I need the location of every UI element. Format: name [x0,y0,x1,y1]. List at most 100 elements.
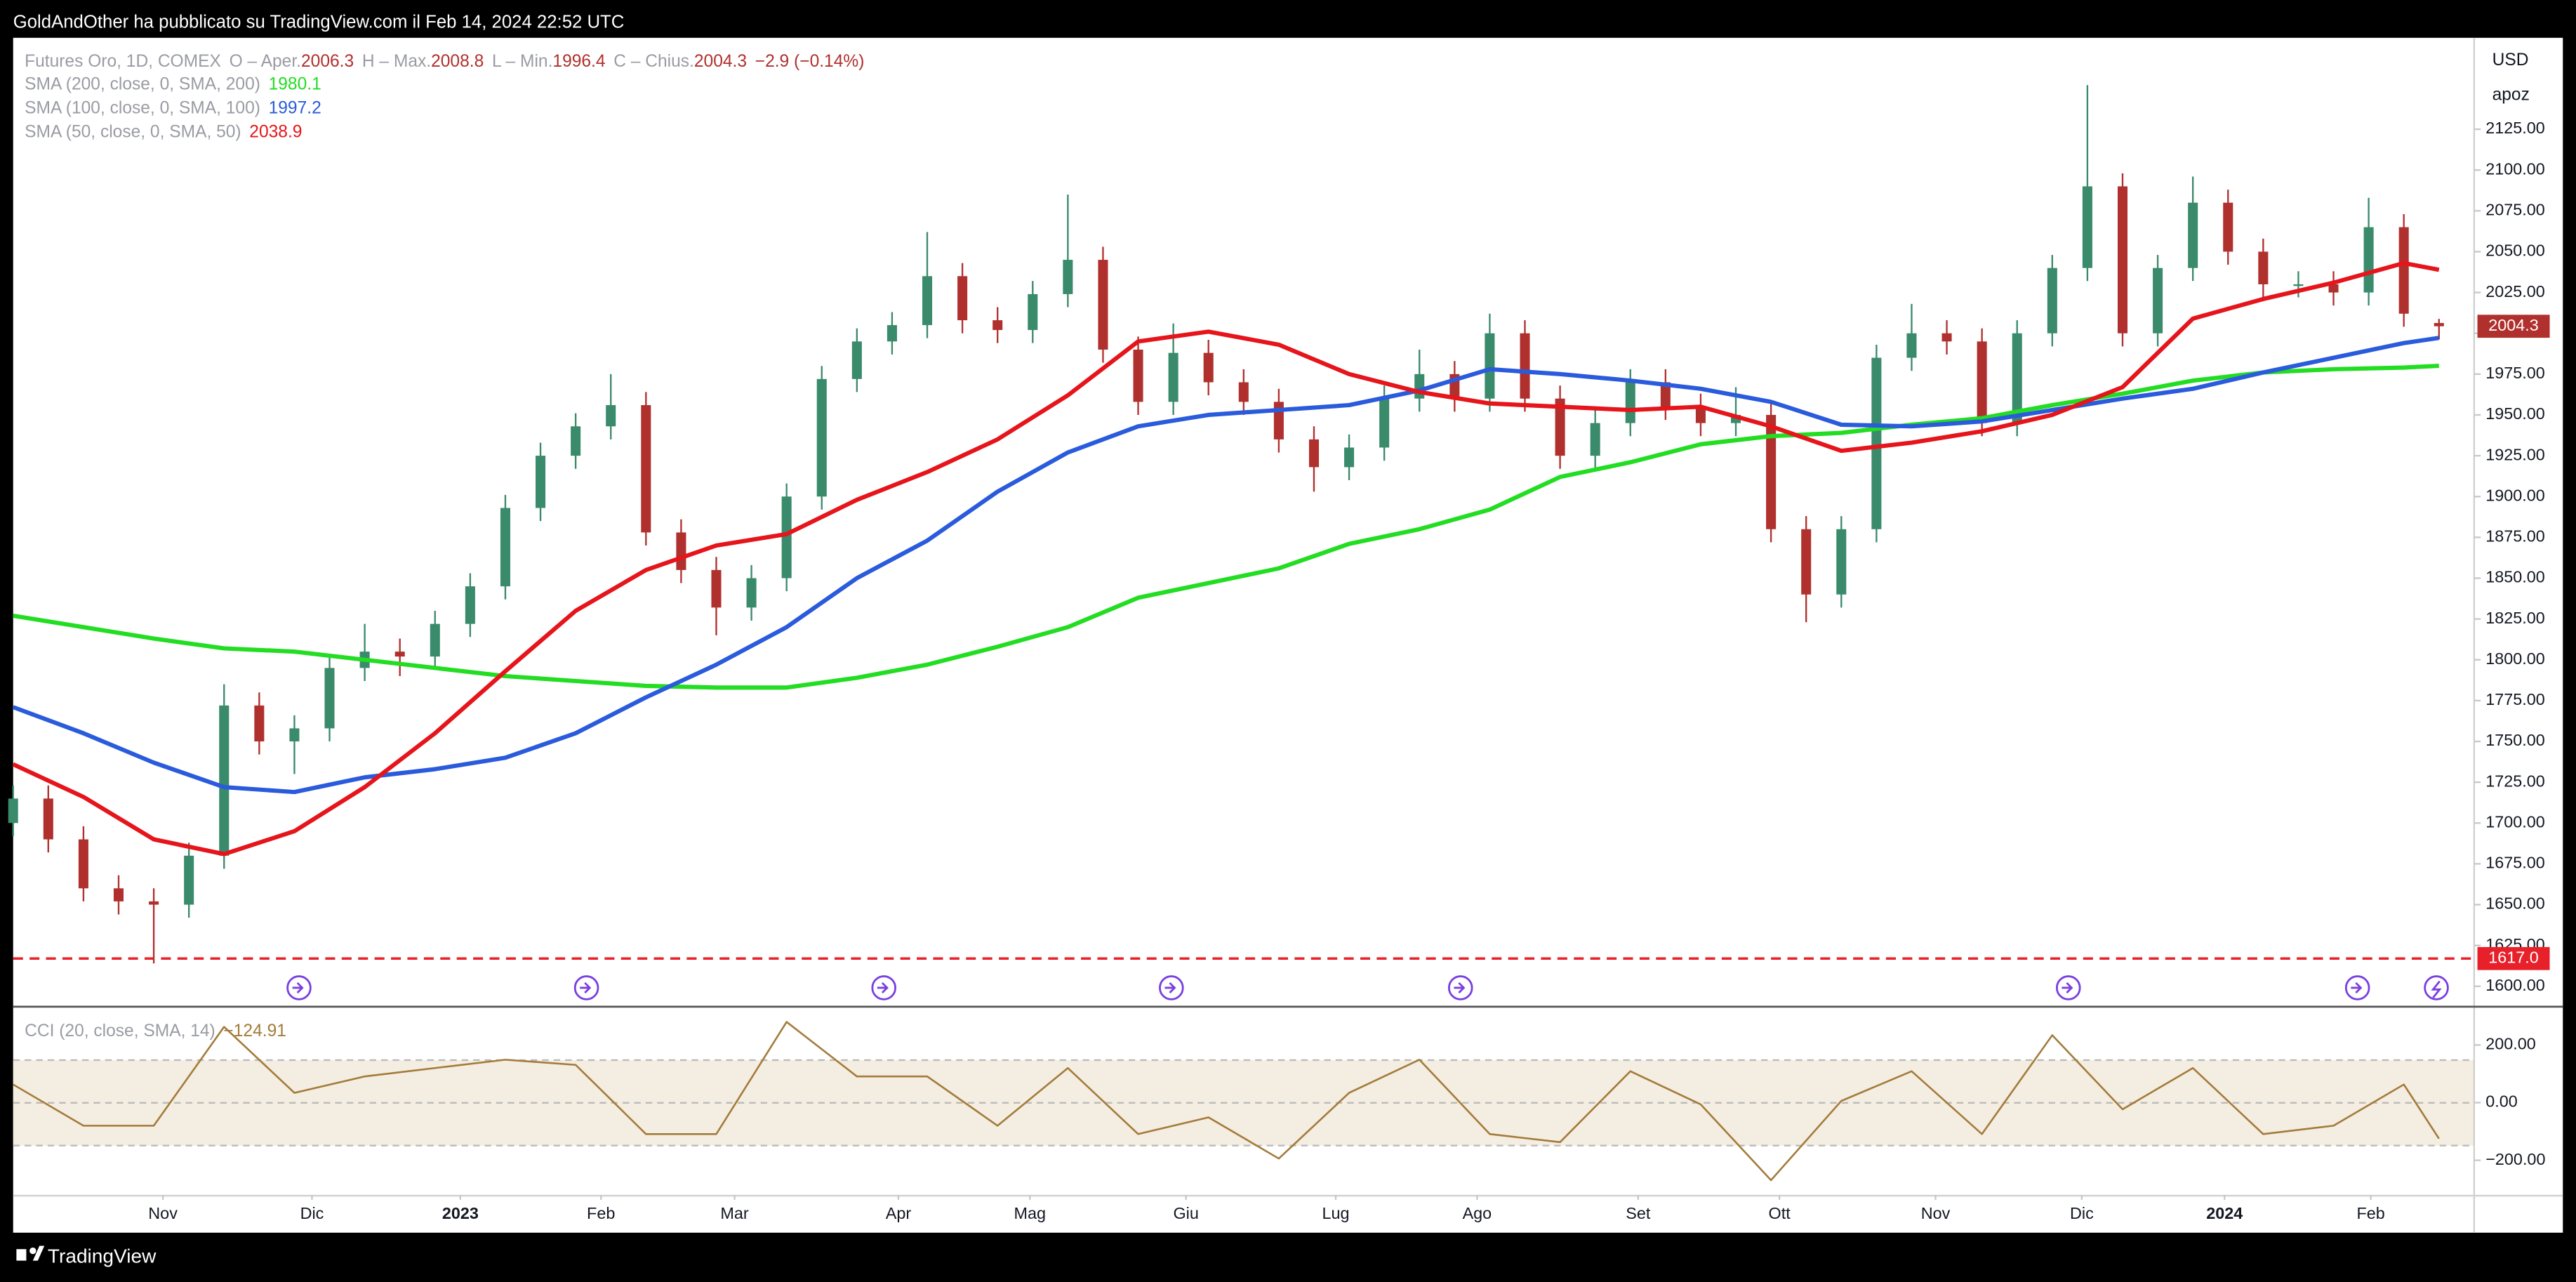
event-icon[interactable] [871,975,897,1000]
x-tick-label: Ott [1769,1204,1791,1222]
candle-body [394,652,405,657]
cci-y-tick-label: 0.00 [2485,1092,2518,1111]
price-tag [2477,315,2550,338]
sma-legend: SMA (50, close, 0, SMA, 50) 2038.9 [25,123,302,142]
event-icon[interactable] [286,975,312,1000]
candle-body [1379,398,1390,448]
candle-body [1238,382,1249,402]
x-tick-label: Set [1626,1204,1651,1222]
event-icon[interactable] [2344,975,2370,1000]
candle-body [78,839,88,889]
candle-body [1590,423,1600,456]
candle-body [1414,374,1425,399]
candle-body [2293,284,2304,286]
event-icon[interactable] [2055,975,2081,1000]
candle-body [1028,293,1038,331]
candle-body [1871,357,1882,529]
candle-body [781,496,792,579]
x-tick-label: Feb [587,1204,615,1222]
sma-line [12,260,2440,857]
candle-body [1063,260,1073,294]
x-tick-label: 2023 [442,1204,479,1222]
y-tick-label: 1600.00 [2485,976,2545,994]
cci-value: −124.91 [223,1022,286,1041]
candle-body [1555,398,1565,456]
sma-line [13,363,2439,690]
sma-legend: SMA (200, close, 0, SMA, 200) 1980.1 [25,75,321,94]
price-tag-label: 2004.3 [2488,316,2539,334]
cci-line [13,1021,2440,1182]
y-tick-label: 1750.00 [2485,731,2545,749]
x-tick-label: 2024 [2206,1204,2243,1222]
candle-body [887,325,897,342]
cci-y-tick-label: 200.00 [2485,1035,2536,1053]
x-tick-label: Nov [148,1204,178,1222]
candle-body [149,901,159,905]
candle-body [500,508,510,587]
candle-body [1906,333,1917,358]
logo-shape [16,1249,27,1261]
sma-value: 2038.9 [249,123,302,142]
candle-body [1203,352,1214,383]
cci-y-tick-label: −200.00 [2485,1150,2545,1168]
event-icon[interactable] [2424,975,2449,1000]
event-icon[interactable] [1159,975,1184,1000]
y-tick-label: 1875.00 [2485,527,2545,546]
candle-body [676,532,686,570]
footer-logo [16,1245,45,1261]
logo-shape [32,1245,45,1261]
candle-body [2012,333,2022,423]
event-icon[interactable] [573,975,599,1000]
candle-body [43,798,53,840]
candle-body [2082,186,2092,268]
candle-body [1801,529,1812,595]
candle-body [1766,414,1777,529]
candle-body [1731,414,1741,423]
candle-body [1485,333,1495,399]
y-tick-label: 2125.00 [2485,119,2545,137]
ohlc-legend: Futures Oro, 1D, COMEX O – Aper.2006.3 H –… [25,52,864,71]
sma-name: SMA (100, close, 0, SMA, 100) [25,99,260,118]
candle-body [641,405,651,533]
candle-body [571,426,581,456]
candle-body [922,276,933,326]
axis-note: apoz [2492,85,2530,104]
candle-body [1133,349,1143,402]
candle-body [254,705,265,742]
x-tick-label: Dic [300,1204,324,1222]
y-tick-label: 1850.00 [2485,568,2545,586]
x-tick-label: Ago [1463,1204,1492,1222]
candle-body [1308,439,1320,468]
ohlc-label: H – Max. [362,52,431,71]
candle-body [465,586,475,624]
candle-body [324,668,335,729]
chart-panel [13,37,2563,1233]
candle-body [746,578,757,608]
ohlc-label: L – Min. [492,52,552,71]
ohlc-label: C – Chius. [613,52,694,71]
cci-legend: CCI (20, close, SMA, 14) −124.91 [25,1022,286,1041]
symbol-title: Futures Oro, 1D, COMEX [25,52,221,71]
logo-shape [29,1247,36,1255]
candle-body [184,855,194,905]
candle-body [113,888,124,901]
x-tick-label: Mar [720,1204,748,1222]
candle-body [430,623,440,657]
candle-body [2363,227,2374,293]
ohlc-value: 2004.3 [694,52,747,71]
candle-body [2047,267,2057,333]
candle-body [2223,202,2233,252]
y-tick-label: 1975.00 [2485,364,2545,382]
event-icon[interactable] [1447,975,1473,1000]
candle-body [2117,186,2128,333]
candle-body [992,320,1003,331]
candle-body [957,276,968,321]
candle-body [2434,323,2444,326]
y-tick-label: 1825.00 [2485,609,2545,627]
x-tick-label: Apr [886,1204,912,1222]
event-arrow [292,980,2442,998]
y-tick-label: 2050.00 [2485,242,2545,260]
candle-body [1941,333,1952,342]
y-tick-label: 1800.00 [2485,649,2545,668]
